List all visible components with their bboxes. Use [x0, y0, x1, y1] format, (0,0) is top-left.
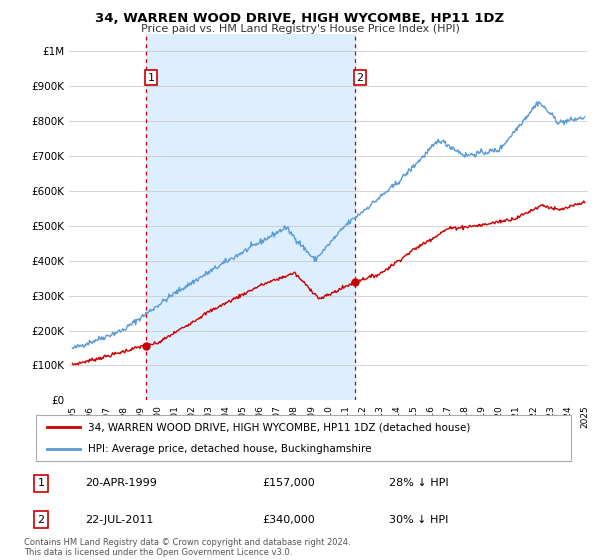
Text: 30% ↓ HPI: 30% ↓ HPI — [389, 515, 448, 525]
Text: 34, WARREN WOOD DRIVE, HIGH WYCOMBE, HP11 1DZ: 34, WARREN WOOD DRIVE, HIGH WYCOMBE, HP1… — [95, 12, 505, 25]
Bar — [146, 34, 355, 400]
FancyBboxPatch shape — [35, 416, 571, 461]
Text: £157,000: £157,000 — [262, 478, 314, 488]
Text: Price paid vs. HM Land Registry's House Price Index (HPI): Price paid vs. HM Land Registry's House … — [140, 24, 460, 34]
Text: 34, WARREN WOOD DRIVE, HIGH WYCOMBE, HP11 1DZ (detached house): 34, WARREN WOOD DRIVE, HIGH WYCOMBE, HP1… — [88, 422, 470, 432]
Text: £340,000: £340,000 — [262, 515, 314, 525]
Text: 1: 1 — [148, 73, 154, 83]
Text: 20-APR-1999: 20-APR-1999 — [85, 478, 157, 488]
Text: 1: 1 — [38, 478, 44, 488]
Text: HPI: Average price, detached house, Buckinghamshire: HPI: Average price, detached house, Buck… — [88, 444, 371, 454]
Text: 22-JUL-2011: 22-JUL-2011 — [85, 515, 154, 525]
Text: 2: 2 — [37, 515, 44, 525]
Text: 28% ↓ HPI: 28% ↓ HPI — [389, 478, 448, 488]
Text: 2: 2 — [356, 73, 364, 83]
Text: Contains HM Land Registry data © Crown copyright and database right 2024.
This d: Contains HM Land Registry data © Crown c… — [24, 538, 350, 557]
